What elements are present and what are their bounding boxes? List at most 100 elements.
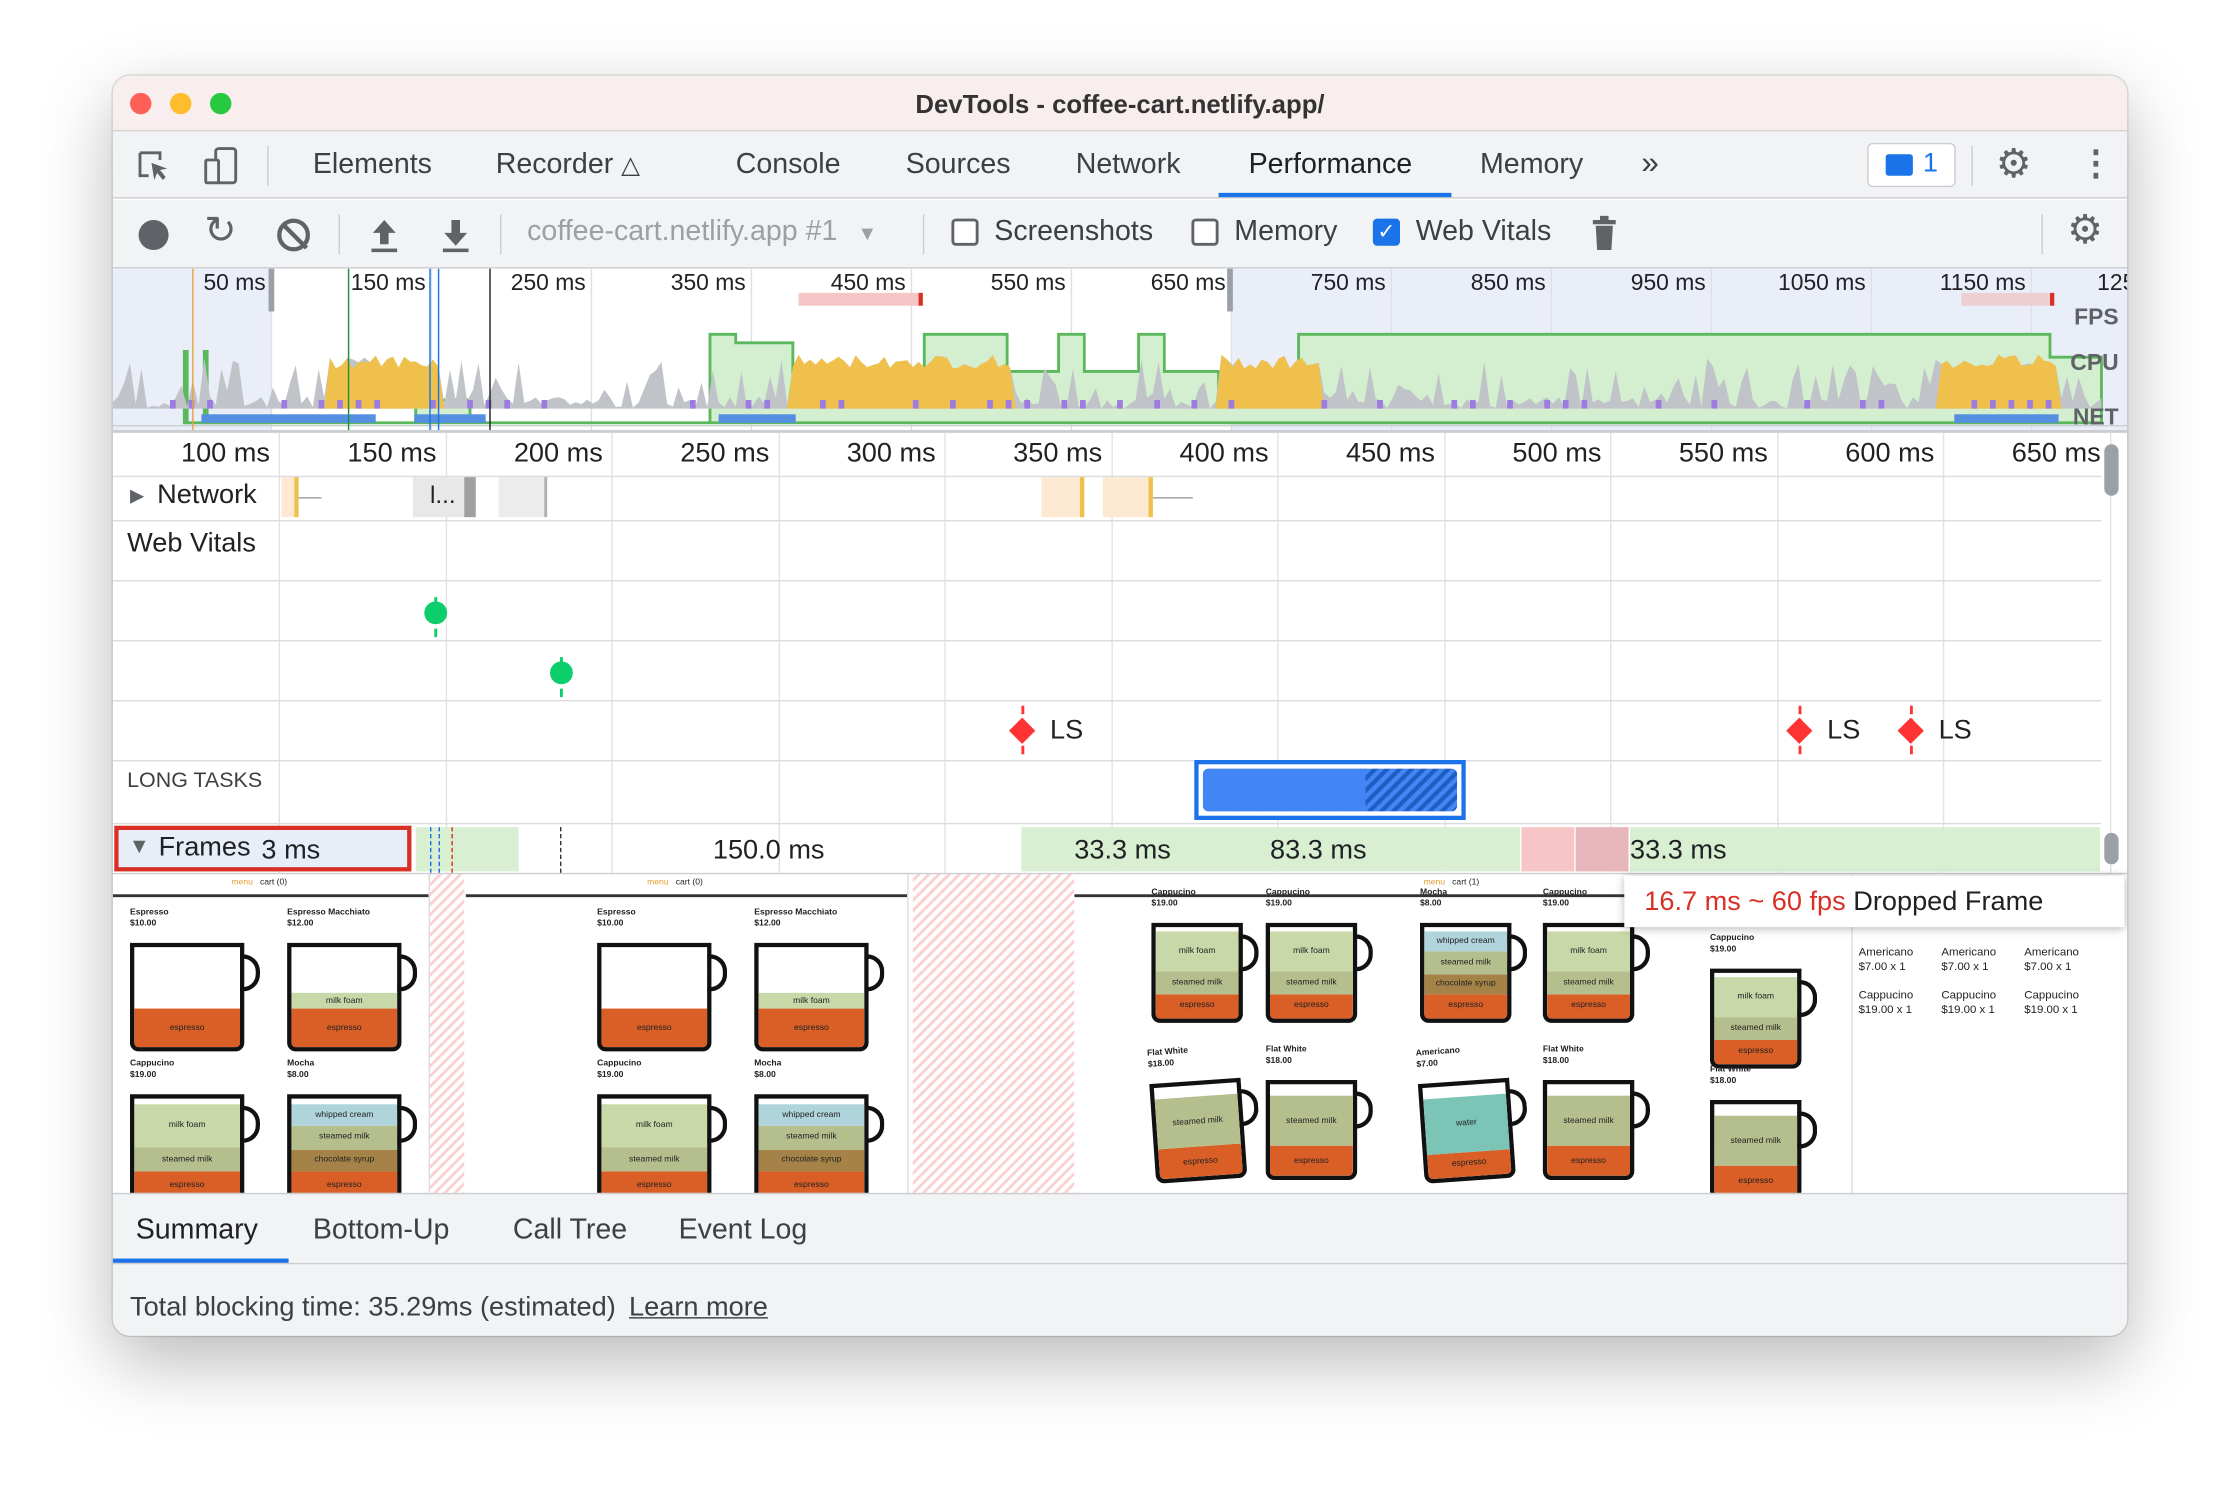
maximize-button[interactable] <box>209 92 232 115</box>
save-profile-icon[interactable] <box>440 217 471 254</box>
coffee-cup-cappucino[interactable]: Cappucino $19.00 espresso steamed milk milk … <box>1709 934 1824 1069</box>
frames-collapse-triangle-icon[interactable]: ▼ <box>128 834 150 859</box>
tab-console[interactable]: Console <box>735 148 841 180</box>
cup-layer: espresso <box>1714 1165 1798 1196</box>
frame-block[interactable] <box>1521 827 1576 872</box>
layout-shift-marker[interactable] <box>1786 717 1813 744</box>
network-track-label[interactable]: Network <box>157 479 257 510</box>
network-request-bar[interactable] <box>498 477 548 518</box>
network-request-bar[interactable] <box>1102 477 1153 518</box>
cart-screenshot-thumbnail[interactable]: Americano $7.00 x 1 Cappucino $19.00 x 1 Ame… <box>1852 874 2102 1196</box>
frame-block[interactable] <box>1021 827 1522 872</box>
coffee-cup-flatwhite[interactable]: Flat White $18.00 espresso steamed milk <box>1709 1066 1824 1196</box>
more-tabs-button[interactable]: » <box>1641 144 1659 180</box>
nav-cart: cart (1) <box>1452 878 1480 888</box>
coffee-cup-cappucino[interactable]: Cappucino $19.00 espresso steamed milk milk … <box>1542 889 1657 1023</box>
fcp-marker[interactable] <box>424 601 448 625</box>
coffee-cup-flatwhite[interactable]: Flat White $18.00 espresso steamed milk <box>1265 1046 1380 1180</box>
tab-event-log[interactable]: Event Log <box>678 1214 808 1246</box>
minimize-button[interactable] <box>169 92 192 115</box>
timeline-overview[interactable]: 50 ms 150 ms 250 ms 350 ms 450 ms 550 ms 650 m… <box>112 268 2128 430</box>
cup-name: Cappucino <box>597 1059 642 1069</box>
reload-record-icon[interactable]: ↻ <box>204 208 237 252</box>
cpu-rendering-mark <box>2045 399 2052 409</box>
screenshot-thumbnail[interactable]: menu cart (0) Espresso $10.00 espresso Espres… <box>465 874 909 1196</box>
screenshot-thumbnail[interactable]: menu cart (1) Cappucino $19.00 espresso steam… <box>1074 874 1853 1196</box>
cup-handle <box>1797 979 1818 1018</box>
cup-layer: steamed milk <box>1155 971 1239 994</box>
frame-block[interactable] <box>1629 827 2102 872</box>
web-vitals-checkbox[interactable]: ✓ <box>1372 218 1400 246</box>
frame-block[interactable] <box>415 827 520 872</box>
coffee-cup-flatwhite[interactable]: Flat White $18.00 espresso steamed milk <box>1542 1046 1657 1180</box>
tab-sources[interactable]: Sources <box>905 148 1011 180</box>
coffee-cup-espresso[interactable]: Espresso $10.00 espresso <box>129 909 267 1052</box>
network-request-bar[interactable] <box>1041 477 1085 518</box>
vertical-scrollbar-thumb[interactable] <box>2104 444 2119 496</box>
nav-cart: cart (0) <box>675 878 703 888</box>
tab-recorder[interactable]: Recorder △ <box>496 149 640 182</box>
cpu-rendering-mark <box>949 399 956 409</box>
network-request-bar[interactable] <box>281 477 299 518</box>
tab-performance[interactable]: Performance <box>1248 148 1413 180</box>
learn-more-link[interactable]: Learn more <box>629 1292 768 1323</box>
cup-body: espresso steamed milk milk foam <box>597 1094 712 1196</box>
coffee-cup-macchiato[interactable]: Espresso Macchiato $12.00 espresso milk foa… <box>754 909 891 1052</box>
issues-button[interactable]: 1 <box>1867 142 1956 188</box>
long-task-block[interactable] <box>1194 759 1466 820</box>
cup-layer: steamed milk <box>291 1125 398 1150</box>
inspect-element-icon[interactable] <box>136 149 173 186</box>
screenshots-checkbox[interactable] <box>951 218 979 246</box>
coffee-cup-cappucino[interactable]: Cappucino $19.00 espresso steamed milk milk … <box>597 1060 734 1196</box>
clear-icon[interactable] <box>277 218 310 252</box>
tab-network[interactable]: Network <box>1075 148 1181 180</box>
cup-handle <box>1505 1087 1529 1127</box>
settings-gear-icon[interactable]: ⚙ <box>1995 141 2032 186</box>
tab-bottom-up[interactable]: Bottom-Up <box>312 1214 450 1246</box>
tab-summary[interactable]: Summary <box>135 1214 258 1246</box>
coffee-cup-mocha[interactable]: Mocha $8.00 espresso chocolate syrup steamed… <box>754 1060 891 1196</box>
layout-shift-marker[interactable] <box>1009 717 1036 744</box>
overview-tick-label: 850 ms <box>1470 271 1546 296</box>
cpu-rendering-mark <box>281 399 288 409</box>
cup-name: Flat White <box>1146 1047 1189 1059</box>
cup-name: Espresso Macchiato <box>754 908 838 918</box>
frame-block[interactable] <box>1575 827 1630 872</box>
coffee-cup-flatwhite[interactable]: Flat White $18.00 espresso steamed milk <box>1147 1042 1270 1184</box>
record-icon[interactable] <box>138 219 169 250</box>
cpu-rendering-mark <box>987 399 993 409</box>
coffee-cup-cappucino[interactable]: Cappucino $19.00 espresso steamed milk milk … <box>129 1060 267 1196</box>
tab-call-tree[interactable]: Call Tree <box>512 1214 628 1246</box>
tab-elements[interactable]: Elements <box>312 148 432 180</box>
capture-settings-gear-icon[interactable]: ⚙ <box>2067 207 2104 252</box>
frames-scrollbar-thumb[interactable] <box>2104 832 2119 865</box>
timeline-tick-label: 600 ms <box>1845 438 1935 469</box>
cup-layer: chocolate syrup <box>758 1149 865 1172</box>
profile-select[interactable]: coffee-cart.netlify.app #1 ▼ <box>527 216 877 249</box>
network-expand-triangle-icon[interactable]: ▶ <box>129 484 145 506</box>
coffee-cup-cappucino[interactable]: Cappucino $19.00 espresso steamed milk milk … <box>1151 889 1265 1023</box>
tab-memory[interactable]: Memory <box>1479 148 1584 180</box>
close-button[interactable] <box>129 92 152 115</box>
frames-track-header[interactable]: ▼ Frames 3 ms <box>114 825 412 872</box>
timeline-gridline <box>1110 432 1113 873</box>
coffee-cup-mocha[interactable]: Mocha $8.00 espresso chocolate syrup steamed… <box>287 1060 424 1196</box>
memory-checkbox[interactable] <box>1191 218 1219 246</box>
cup-layer: milk foam <box>601 1104 708 1148</box>
lcp-marker[interactable] <box>549 661 573 685</box>
screenshot-thumbnail[interactable]: menu cart (0) Espresso $10.00 espresso Espres… <box>112 874 430 1196</box>
coffee-cup-macchiato[interactable]: Espresso Macchiato $12.00 espresso milk foa… <box>287 909 424 1052</box>
coffee-cup-americano[interactable]: Americano $7.00 espresso water <box>1415 1042 1538 1184</box>
load-profile-icon[interactable] <box>369 217 400 254</box>
more-options-kebab-icon[interactable]: ⋮ <box>2078 144 2113 183</box>
layout-shift-marker[interactable] <box>1897 717 1924 744</box>
coffee-cup-mocha[interactable]: Mocha $8.00 espresso chocolate syrup steamed… <box>1419 889 1534 1023</box>
coffee-cup-espresso[interactable]: Espresso $10.00 espresso <box>597 909 734 1052</box>
coffee-cup-cappucino[interactable]: Cappucino $19.00 espresso steamed milk milk … <box>1265 889 1380 1023</box>
dropdown-arrow-icon: ▼ <box>857 221 878 245</box>
cup-body: espresso steamed milk milk foam <box>1542 922 1635 1023</box>
trash-icon[interactable] <box>1591 215 1617 253</box>
device-toolbar-icon[interactable] <box>201 146 241 189</box>
network-request-bar[interactable]: l... <box>412 477 476 518</box>
timeline-main[interactable]: 100 ms 150 ms 200 ms 250 ms 300 ms 350 ms 400 … <box>112 429 2128 1196</box>
